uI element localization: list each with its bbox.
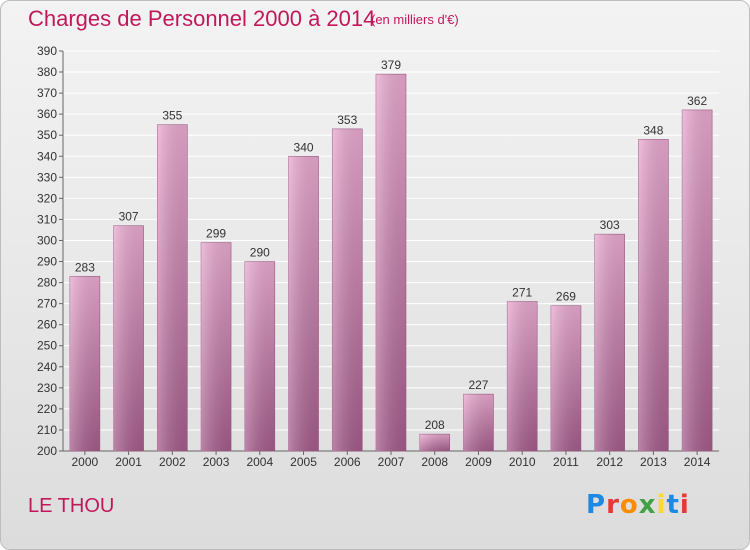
data-label-2002: 355 bbox=[162, 109, 182, 123]
y-tick-label: 210 bbox=[37, 423, 57, 437]
y-tick-label: 340 bbox=[37, 149, 57, 163]
commune-name: LE THOU bbox=[28, 495, 115, 517]
x-tick-label: 2012 bbox=[596, 455, 623, 469]
y-tick-label: 370 bbox=[37, 86, 57, 100]
data-label-2004: 290 bbox=[250, 246, 270, 260]
bar-shade-2006 bbox=[332, 128, 363, 451]
bar-shade-2000 bbox=[69, 276, 100, 451]
y-tick-label: 250 bbox=[37, 339, 57, 353]
x-tick-label: 2005 bbox=[290, 455, 317, 469]
y-tick-label: 220 bbox=[37, 402, 57, 416]
data-label-2011: 269 bbox=[556, 290, 576, 304]
y-tick-label: 260 bbox=[37, 318, 57, 332]
data-label-2013: 348 bbox=[643, 123, 663, 137]
y-tick-label: 300 bbox=[37, 233, 57, 247]
x-tick-label: 2007 bbox=[378, 455, 405, 469]
y-tick-label: 200 bbox=[37, 444, 57, 458]
bar-shade-2007 bbox=[376, 74, 406, 451]
bar-shade-2011 bbox=[550, 305, 581, 451]
bar-shade-2014 bbox=[682, 109, 713, 452]
x-tick-label: 2001 bbox=[115, 455, 142, 469]
data-label-2001: 307 bbox=[119, 210, 139, 224]
y-tick-label: 280 bbox=[37, 276, 57, 290]
y-tick-label: 320 bbox=[37, 191, 57, 205]
x-tick-label: 2008 bbox=[421, 455, 448, 469]
bar-shade-2010 bbox=[507, 301, 538, 451]
bar-shade-2001 bbox=[113, 225, 144, 451]
x-tick-label: 2000 bbox=[72, 455, 99, 469]
y-tick-label: 350 bbox=[37, 128, 57, 142]
y-tick-label: 330 bbox=[37, 170, 57, 184]
y-tick-label: 310 bbox=[37, 212, 57, 226]
bar-shade-2003 bbox=[201, 242, 232, 451]
y-tick-label: 270 bbox=[37, 297, 57, 311]
bar-shade-2008 bbox=[419, 434, 450, 451]
data-label-2000: 283 bbox=[75, 260, 95, 274]
data-label-2007: 379 bbox=[381, 58, 401, 72]
data-label-2010: 271 bbox=[512, 286, 532, 300]
x-tick-label: 2006 bbox=[334, 455, 361, 469]
x-tick-label: 2013 bbox=[640, 455, 667, 469]
y-tick-label: 240 bbox=[37, 360, 57, 374]
bar-shade-2005 bbox=[288, 156, 319, 451]
data-label-2008: 208 bbox=[425, 418, 445, 432]
data-label-2012: 303 bbox=[600, 218, 620, 232]
bar-layer bbox=[69, 73, 713, 452]
x-tick-label: 2004 bbox=[246, 455, 273, 469]
proxiti-logo[interactable]: Proxiti bbox=[586, 490, 690, 520]
bar-shade-2013 bbox=[638, 139, 669, 451]
data-label-2006: 353 bbox=[337, 113, 357, 127]
bar-shade-2004 bbox=[244, 261, 275, 451]
x-tick-label: 2003 bbox=[203, 455, 230, 469]
bar-shade-2002 bbox=[157, 124, 188, 452]
y-tick-label: 390 bbox=[37, 44, 57, 58]
x-tick-label: 2014 bbox=[684, 455, 711, 469]
x-tick-label: 2002 bbox=[159, 455, 186, 469]
axis-layer: 200 210 220 230 240 250 260 270 280 290 300 310 320 3… bbox=[37, 44, 719, 469]
bar-shade-2012 bbox=[594, 234, 625, 451]
x-tick-label: 2010 bbox=[509, 455, 536, 469]
y-tick-label: 290 bbox=[37, 255, 57, 269]
x-tick-label: 2011 bbox=[553, 455, 579, 469]
y-tick-label: 360 bbox=[37, 107, 57, 121]
data-label-2003: 299 bbox=[206, 227, 226, 241]
chart-subtitle: (en milliers d'€) bbox=[371, 12, 459, 27]
x-tick-label: 2009 bbox=[465, 455, 492, 469]
chart-title: Charges de Personnel 2000 à 2014 bbox=[28, 6, 376, 31]
data-label-2009: 227 bbox=[468, 378, 488, 392]
data-label-2005: 340 bbox=[294, 140, 314, 154]
bar-shade-2009 bbox=[463, 394, 494, 451]
y-tick-label: 380 bbox=[37, 65, 57, 79]
label-layer: 283 307 355 299 290 340 353 379 208 227 271 269 303 3… bbox=[75, 58, 708, 432]
data-label-2014: 362 bbox=[687, 94, 707, 108]
y-tick-label: 230 bbox=[37, 381, 57, 395]
